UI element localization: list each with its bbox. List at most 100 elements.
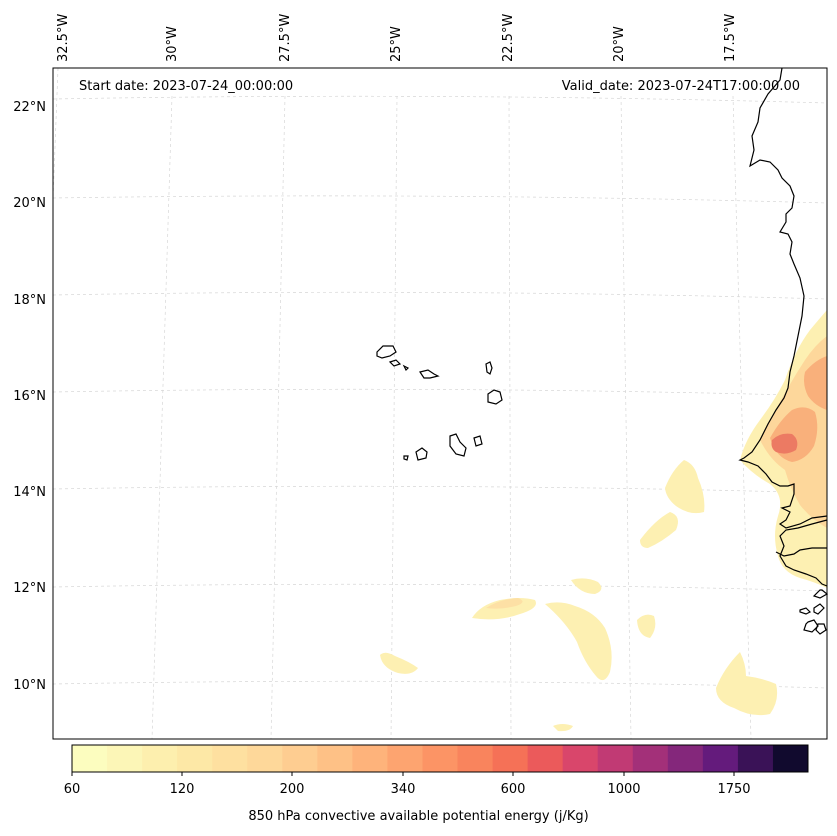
cape-field — [380, 310, 827, 732]
colorbar-swatch — [632, 745, 669, 772]
colorbar-swatch — [667, 745, 704, 772]
colorbar-swatch — [247, 745, 283, 772]
colorbar-swatch — [422, 745, 459, 772]
cape-low-patch — [380, 652, 418, 674]
lon-label: 30°W — [165, 26, 180, 62]
cape-low-patch — [640, 512, 678, 548]
cape-low-patch — [571, 578, 602, 594]
meridian-line — [732, 95, 752, 740]
meridian-line — [620, 95, 632, 740]
colorbar-tick-label: 60 — [63, 782, 81, 797]
cape-verde-islands — [376, 345, 503, 461]
colorbar-swatch — [527, 745, 564, 772]
africa-coastline — [779, 519, 828, 587]
meridian-line — [270, 95, 286, 740]
colorbar-tick-label: 340 — [390, 782, 416, 797]
parallel-line — [52, 388, 828, 397]
meridian-line — [390, 95, 398, 740]
cape-low-patch — [637, 614, 656, 638]
cape-mid-patch — [486, 598, 523, 609]
colorbar-swatch — [212, 745, 248, 772]
island-brava — [403, 455, 409, 461]
colorbar-tick-label: 600 — [500, 782, 526, 797]
africa-coastline — [738, 67, 828, 529]
island-santiago — [449, 433, 467, 457]
gridlines — [52, 67, 828, 740]
colorbar-swatch — [177, 745, 213, 772]
island-santa-luzia — [402, 364, 410, 372]
parallel-line — [52, 195, 828, 204]
map-frame — [52, 67, 828, 740]
island-sao-nicolau — [419, 369, 440, 379]
meridian-line — [151, 95, 173, 740]
start-date-label: Start date: 2023-07-24_00:00:00 — [79, 79, 294, 94]
cape-red-patch — [771, 433, 798, 454]
longitude-labels: 32.5°W 30°W 27.5°W 25°W 22.5°W 20°W 17.5… — [56, 14, 738, 62]
colorbar-swatch — [492, 745, 529, 772]
lat-label: 14°N — [13, 485, 46, 500]
colorbar-swatch — [107, 745, 143, 772]
colorbar-swatch — [142, 745, 178, 772]
island-sal — [485, 361, 493, 375]
lat-label: 10°N — [13, 678, 46, 693]
lat-label: 20°N — [13, 196, 46, 211]
parallel-line — [52, 680, 828, 689]
cape-low-patch — [665, 460, 705, 514]
colorbar-swatch — [562, 745, 599, 772]
island-maio — [473, 435, 483, 447]
meridian-line — [508, 95, 512, 740]
colorbar-swatch — [317, 745, 353, 772]
lon-label: 22.5°W — [501, 14, 516, 62]
colorbar-tick-label: 1750 — [717, 782, 751, 797]
lon-label: 27.5°W — [278, 14, 293, 62]
parallel-line — [52, 291, 828, 300]
colorbar-swatch — [702, 745, 739, 772]
latitude-labels: 22°N 20°N 18°N 16°N 14°N 12°N 10°N — [13, 100, 46, 693]
lat-label: 12°N — [13, 581, 46, 596]
lon-label: 25°W — [389, 26, 404, 62]
parallel-line — [52, 95, 828, 104]
colorbar-swatch — [457, 745, 494, 772]
colorbar-swatch — [772, 745, 809, 772]
lat-label: 18°N — [13, 293, 46, 308]
cape-orange-patch — [804, 356, 827, 410]
cape-low-patch — [545, 602, 612, 681]
cape-low-patch — [716, 652, 778, 716]
lon-label: 32.5°W — [56, 14, 71, 62]
coastlines — [738, 67, 829, 635]
island-outline — [815, 623, 827, 635]
lon-label: 20°W — [612, 26, 627, 62]
parallel-line — [52, 485, 828, 494]
island-santo-antao — [376, 345, 397, 359]
lon-label: 17.5°W — [723, 14, 738, 62]
colorbar — [72, 745, 809, 772]
lat-label: 22°N — [13, 100, 46, 115]
colorbar-border — [71, 744, 809, 773]
colorbar-swatch — [72, 745, 108, 772]
colorbar-swatch — [737, 745, 774, 772]
map-border — [52, 67, 828, 740]
cape-low-patch — [553, 724, 573, 732]
island-boa-vista — [487, 389, 503, 405]
lat-label: 16°N — [13, 389, 46, 404]
colorbar-swatch — [387, 745, 423, 772]
parallel-line — [52, 583, 828, 592]
colorbar-swatch — [282, 745, 318, 772]
island-fogo — [415, 447, 428, 461]
meridian-line — [52, 67, 59, 201]
colorbar-tick-label: 120 — [169, 782, 195, 797]
valid-date-label: Valid_date: 2023-07-24T17:00:00.00 — [561, 79, 800, 94]
island-outline — [803, 619, 819, 633]
africa-coastline — [812, 589, 829, 599]
island-sao-vicente — [388, 359, 402, 367]
colorbar-ticks — [71, 772, 735, 776]
island-outline — [799, 607, 812, 615]
colorbar-swatch — [597, 745, 634, 772]
colorbar-swatch — [352, 745, 388, 772]
colorbar-title: 850 hPa convective available potential e… — [248, 809, 589, 824]
colorbar-tick-label: 200 — [279, 782, 305, 797]
colorbar-tick-label: 1000 — [607, 782, 641, 797]
island-outline — [813, 603, 825, 615]
africa-coastline — [775, 547, 827, 557]
